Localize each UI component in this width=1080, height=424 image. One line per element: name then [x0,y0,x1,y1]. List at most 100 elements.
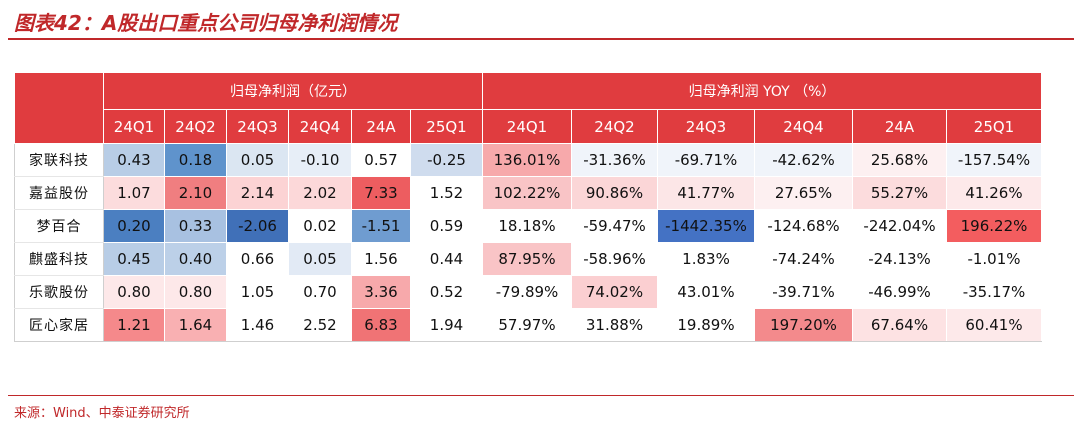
profit-table: 归母净利润（亿元） 归母净利润 YOY （%） 24Q1 24Q2 24Q3 24Q4 24… [14,72,1042,342]
data-cell: 74.02% [571,275,658,309]
data-cell: -1442.35% [657,209,755,243]
column-header: 24A [852,109,947,144]
column-header: 24A [351,109,411,144]
data-cell: 1.21 [103,308,165,342]
table-row: 匠心家居 1.21 1.64 1.46 2.52 6.83 1.94 57.97% 31.88%… [14,308,1042,342]
data-cell: 31.88% [571,308,658,342]
data-cell: 0.80 [164,275,227,309]
data-cell: 0.66 [226,242,289,276]
data-cell: 27.65% [754,176,853,210]
data-cell: 25.68% [852,143,947,177]
data-cell: 1.07 [103,176,165,210]
data-cell: 0.20 [103,209,165,243]
data-cell: 136.01% [482,143,572,177]
data-cell: -74.24% [754,242,853,276]
column-header: 24Q1 [103,109,165,144]
data-cell: 0.44 [410,242,483,276]
column-header: 24Q3 [226,109,289,144]
column-header: 24Q2 [571,109,658,144]
data-cell: 1.83% [657,242,755,276]
data-cell: 0.05 [288,242,352,276]
data-cell: -59.47% [571,209,658,243]
column-header: 24Q1 [482,109,572,144]
data-cell: -39.71% [754,275,853,309]
data-cell: -46.99% [852,275,947,309]
data-cell: 19.89% [657,308,755,342]
data-cell: 43.01% [657,275,755,309]
data-cell: -124.68% [754,209,853,243]
data-cell: 0.59 [410,209,483,243]
data-cell: 1.05 [226,275,289,309]
data-cell: -35.17% [946,275,1042,309]
data-cell: -1.51 [351,209,411,243]
title-rule [8,38,1074,40]
data-cell: -31.36% [571,143,658,177]
data-cell: 3.36 [351,275,411,309]
data-cell: 18.18% [482,209,572,243]
data-cell: 0.33 [164,209,227,243]
data-cell: -242.04% [852,209,947,243]
column-header: 25Q1 [410,109,483,144]
data-cell: -79.89% [482,275,572,309]
group-header-row: 归母净利润（亿元） 归母净利润 YOY （%） [14,72,1042,144]
data-cell: 0.80 [103,275,165,309]
data-cell: 0.52 [410,275,483,309]
data-cell: 1.94 [410,308,483,342]
data-cell: 2.10 [164,176,227,210]
data-cell: 0.45 [103,242,165,276]
data-cell: 0.02 [288,209,352,243]
column-header: 25Q1 [946,109,1042,144]
data-cell: 67.64% [852,308,947,342]
data-cell: 0.18 [164,143,227,177]
table-row: 家联科技 0.43 0.18 0.05 -0.10 0.57 -0.25 136.01% -31… [14,143,1042,177]
data-cell: 55.27% [852,176,947,210]
data-cell: 0.43 [103,143,165,177]
table-row: 嘉益股份 1.07 2.10 2.14 2.02 7.33 1.52 102.22% 90.86… [14,176,1042,210]
data-cell: 2.52 [288,308,352,342]
column-header: 24Q4 [288,109,352,144]
table-row: 梦百合 0.20 0.33 -2.06 0.02 -1.51 0.59 18.18% -59.4… [14,209,1042,243]
data-cell: -58.96% [571,242,658,276]
data-cell: -1.01% [946,242,1042,276]
data-cell: -157.54% [946,143,1042,177]
row-label: 麒盛科技 [14,242,104,276]
data-cell: -69.71% [657,143,755,177]
data-cell: 0.57 [351,143,411,177]
data-cell: 1.64 [164,308,227,342]
data-cell: 197.20% [754,308,853,342]
source-note: 来源：Wind、中泰证券研究所 [14,406,190,421]
data-cell: 2.14 [226,176,289,210]
data-cell: -2.06 [226,209,289,243]
data-cell: 41.77% [657,176,755,210]
data-cell: 1.52 [410,176,483,210]
data-cell: -24.13% [852,242,947,276]
group-header: 归母净利润（亿元） [103,72,483,110]
data-cell: 6.83 [351,308,411,342]
table-row: 乐歌股份 0.80 0.80 1.05 0.70 3.36 0.52 -79.89% 74.02… [14,275,1042,309]
data-cell: 0.40 [164,242,227,276]
data-cell: -42.62% [754,143,853,177]
data-cell: 102.22% [482,176,572,210]
source-rule [8,395,1074,396]
table-row: 麒盛科技 0.45 0.40 0.66 0.05 1.56 0.44 87.95% -58.96… [14,242,1042,276]
table-body: 归母净利润（亿元） 归母净利润 YOY （%） 24Q1 24Q2 24Q3 24Q4 24… [14,72,1042,342]
data-cell: 60.41% [946,308,1042,342]
row-label: 乐歌股份 [14,275,104,309]
data-cell: 90.86% [571,176,658,210]
data-cell: 0.05 [226,143,289,177]
column-header: 24Q4 [754,109,853,144]
data-cell: 1.56 [351,242,411,276]
period-header-row: 24Q1 24Q2 24Q3 24Q4 24A 25Q1 24Q1 24Q2 24Q3 24Q4 2… [15,109,1042,144]
row-label: 嘉益股份 [14,176,104,210]
data-cell: -0.25 [410,143,483,177]
group-header: 归母净利润 YOY （%） [482,72,1042,110]
data-cell: 196.22% [946,209,1042,243]
data-cell: 41.26% [946,176,1042,210]
data-cell: 87.95% [482,242,572,276]
chart-title: 图表42：A股出口重点公司归母净利润情况 [14,11,398,35]
data-cell: 1.46 [226,308,289,342]
row-label: 梦百合 [14,209,104,243]
data-cell: 57.97% [482,308,572,342]
row-label: 家联科技 [14,143,104,177]
data-cell: -0.10 [288,143,352,177]
